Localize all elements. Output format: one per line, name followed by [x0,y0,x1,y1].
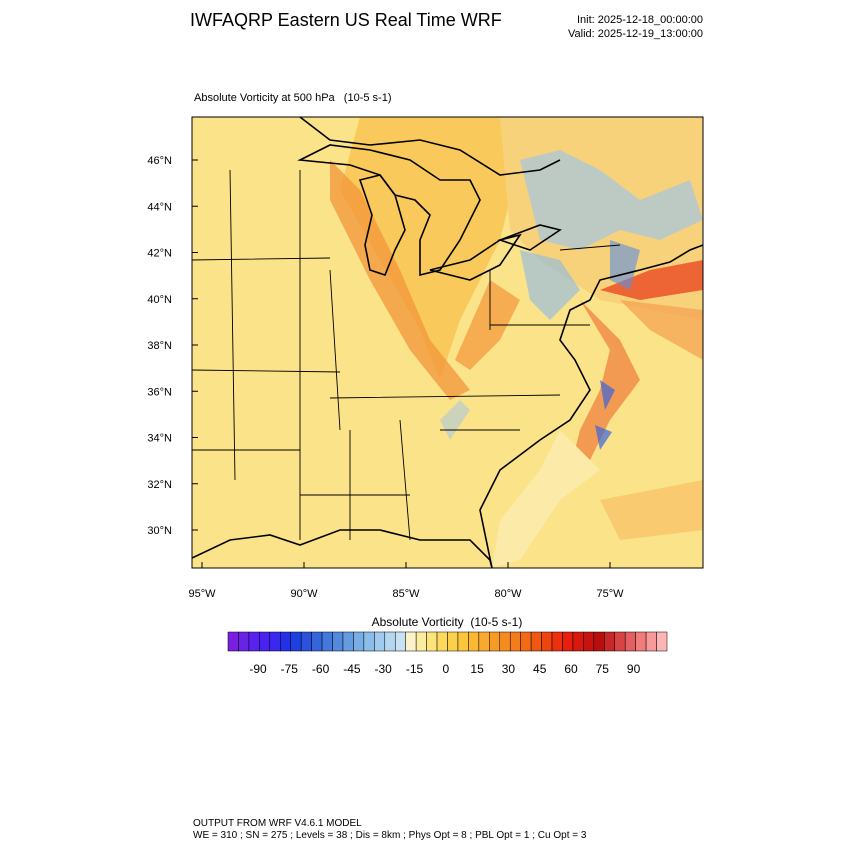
colorbar-cell [645,631,657,652]
colorbar-cell [572,631,584,652]
colorbar-cell [269,631,281,652]
latitude-labels: 46°N 44°N 42°N 40°N 38°N 36°N 34°N 32°N 30°N [147,155,198,537]
lon-label: 90°W [290,588,318,600]
colorbar-cell [238,631,250,652]
lon-label: 85°W [392,588,420,600]
colorbar-cell [447,631,459,652]
colorbar-cell [426,631,438,652]
colorbar-cell [405,631,417,652]
map-subtitle: Absolute Vorticity at 500 hPa (10-5 s-1) [194,92,392,104]
colorbar-cell [415,631,427,652]
lon-label: 80°W [494,588,522,600]
colorbar-label: -30 [375,662,393,676]
colorbar-cell [551,631,563,652]
lat-label: 34°N [147,433,172,445]
lat-label: 44°N [147,201,172,213]
colorbar-cell [311,631,323,652]
colorbar-label: 75 [596,662,610,676]
lat-label: 46°N [147,155,172,167]
colorbar-cell [520,631,532,652]
longitude-labels: 95°W 90°W 85°W 80°W 75°W [188,562,624,600]
colorbar-label: -90 [249,662,267,676]
colorbar-cell [227,631,239,652]
colorbar-cell [394,631,406,652]
colorbar-cell [300,631,312,652]
footer-line: OUTPUT FROM WRF V4.6.1 MODEL [193,818,362,829]
lon-label: 75°W [596,588,624,600]
colorbar-cell [384,631,396,652]
footer-line: WE = 310 ; SN = 275 ; Levels = 38 ; Dis … [193,830,587,841]
map-frame [191,116,704,569]
colorbar-label: 60 [564,662,578,676]
colorbar: -90 -75 -60 -45 -30 -15 0 15 30 45 60 75 90 [227,631,668,676]
colorbar-cell [562,631,574,652]
colorbar-cell [280,631,291,652]
valid-time: Valid: 2025-12-19_13:00:00 [568,28,703,40]
lon-label: 95°W [188,588,216,600]
lat-label: 30°N [147,525,172,537]
colorbar-title: Absolute Vorticity (10-5 s-1) [372,615,523,629]
map-field [192,117,703,568]
colorbar-cell [489,631,501,652]
colorbar-label: 90 [627,662,641,676]
colorbar-cell [499,631,511,652]
colorbar-label: 30 [502,662,516,676]
colorbar-cell [248,631,260,652]
lat-label: 32°N [147,479,172,491]
colorbar-cell [656,631,668,652]
colorbar-label: -75 [281,662,299,676]
colorbar-cell [374,631,386,652]
colorbar-cell [436,631,448,652]
colorbar-cell [541,631,553,652]
colorbar-cell [530,631,542,652]
colorbar-cell [290,631,302,652]
colorbar-cell [259,631,271,652]
colorbar-cell [468,631,480,652]
colorbar-label: -15 [406,662,424,676]
colorbar-cell [332,631,344,652]
colorbar-cell [604,631,615,652]
colorbar-label: 45 [533,662,547,676]
lat-label: 40°N [147,294,172,306]
colorbar-label: 15 [470,662,484,676]
colorbar-label: -60 [312,662,330,676]
colorbar-cell [614,631,626,652]
colorbar-cell [478,631,490,652]
lat-label: 36°N [147,386,172,398]
colorbar-cell [624,631,636,652]
colorbar-cell [363,631,375,652]
colorbar-cell [593,631,605,652]
colorbar-cell [509,631,521,652]
colorbar-cell [457,631,469,652]
colorbar-label: 0 [442,662,449,676]
colorbar-label: -45 [343,662,361,676]
lat-label: 42°N [147,248,172,260]
lat-label: 38°N [147,340,172,352]
colorbar-cell [321,631,333,652]
title: IWFAQRP Eastern US Real Time WRF [190,10,502,30]
colorbar-cell [635,631,647,652]
init-time: Init: 2025-12-18_00:00:00 [577,14,703,26]
colorbar-cell [353,631,365,652]
colorbar-cell [583,631,595,652]
colorbar-cell [342,631,354,652]
